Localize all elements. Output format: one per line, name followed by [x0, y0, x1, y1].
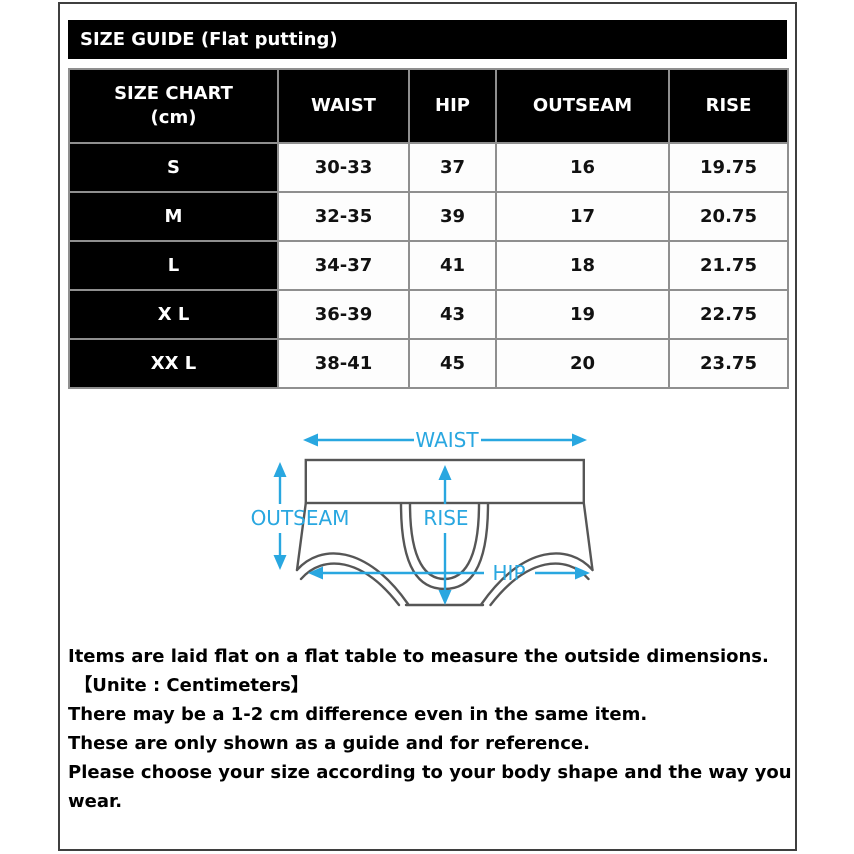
- cell-rise: 22.75: [668, 289, 789, 340]
- note-line: These are only shown as a guide and for …: [68, 733, 590, 754]
- waist-arrow: WAIST: [303, 428, 587, 452]
- cell-waist: 34-37: [277, 240, 410, 291]
- size-chart-table: SIZE CHART (cm) WAIST HIP OUTSEAM RISE S…: [68, 68, 789, 389]
- measurement-diagram: WAIST OUTSEAM RISE: [251, 428, 594, 607]
- hip-label: HIP: [493, 561, 526, 585]
- right-side-seam: [582, 501, 594, 572]
- size-row-xl: X L 36-39 43 19 22.75: [68, 289, 789, 340]
- size-guide-title-bar: SIZE GUIDE (Flat putting): [68, 20, 787, 59]
- note-line: Items are laid flat on a flat table to m…: [68, 646, 769, 667]
- note-line: Please choose your size according to you…: [68, 762, 798, 812]
- cell-rise: 21.75: [668, 240, 789, 291]
- hip-arrow: HIP: [308, 561, 590, 585]
- left-side-seam: [295, 501, 307, 572]
- left-leg-opening-inner: [299, 562, 401, 607]
- cell-waist: 32-35: [277, 191, 410, 242]
- cell-waist: 30-33: [277, 142, 410, 193]
- size-guide-panel: SIZE GUIDE (Flat putting) SIZE CHART (cm…: [58, 2, 797, 851]
- outseam-label: OUTSEAM: [251, 506, 350, 530]
- left-leg-opening-outer: [295, 552, 410, 606]
- cell-waist: 38-41: [277, 338, 410, 389]
- hip-arrowhead-right: [575, 566, 590, 580]
- cell-hip: 39: [408, 191, 497, 242]
- table-header-row: SIZE CHART (cm) WAIST HIP OUTSEAM RISE: [68, 68, 789, 144]
- rise-label: RISE: [423, 506, 468, 530]
- cell-outseam: 17: [495, 191, 670, 242]
- cell-rise: 19.75: [668, 142, 789, 193]
- cell-outseam: 19: [495, 289, 670, 340]
- waist-arrowhead-right: [572, 433, 587, 447]
- size-row-s: S 30-33 37 16 19.75: [68, 142, 789, 193]
- cell-hip: 43: [408, 289, 497, 340]
- cell-size: S: [68, 142, 279, 193]
- cell-outseam: 20: [495, 338, 670, 389]
- col-header-size-chart: SIZE CHART (cm): [68, 68, 279, 144]
- hip-arrowhead-left: [308, 566, 323, 580]
- cell-hip: 45: [408, 338, 497, 389]
- note-line: There may be a 1-2 cm difference even in…: [68, 704, 648, 725]
- col-header-waist: WAIST: [277, 68, 410, 144]
- outseam-arrow: OUTSEAM: [251, 462, 350, 570]
- size-row-l: L 34-37 41 18 21.75: [68, 240, 789, 291]
- col-header-hip: HIP: [408, 68, 497, 144]
- cell-rise: 20.75: [668, 191, 789, 242]
- note-line: 【Unite : Centimeters】: [68, 675, 309, 696]
- rise-arrow: RISE: [423, 465, 469, 605]
- cell-hip: 41: [408, 240, 497, 291]
- col-header-rise: RISE: [668, 68, 789, 144]
- cell-outseam: 18: [495, 240, 670, 291]
- cell-size: L: [68, 240, 279, 291]
- cell-rise: 23.75: [668, 338, 789, 389]
- size-row-m: M 32-35 39 17 20.75: [68, 191, 789, 242]
- cell-hip: 37: [408, 142, 497, 193]
- waist-arrowhead-left: [303, 433, 318, 447]
- size-row-xxl: XX L 38-41 45 20 23.75: [68, 338, 789, 389]
- outseam-arrowhead-top: [273, 462, 287, 477]
- cell-outseam: 16: [495, 142, 670, 193]
- right-leg-opening-outer: [480, 552, 594, 606]
- measurement-notes: Items are laid flat on a flat table to m…: [68, 642, 794, 816]
- size-guide-title: SIZE GUIDE (Flat putting): [80, 29, 338, 50]
- cell-size: X L: [68, 289, 279, 340]
- cell-waist: 36-39: [277, 289, 410, 340]
- waist-label: WAIST: [415, 428, 479, 452]
- cell-size: M: [68, 191, 279, 242]
- cell-size: XX L: [68, 338, 279, 389]
- rise-arrowhead-bottom: [438, 590, 452, 605]
- col-header-outseam: OUTSEAM: [495, 68, 670, 144]
- outseam-arrowhead-bottom: [273, 555, 287, 570]
- rise-arrowhead-top: [438, 465, 452, 480]
